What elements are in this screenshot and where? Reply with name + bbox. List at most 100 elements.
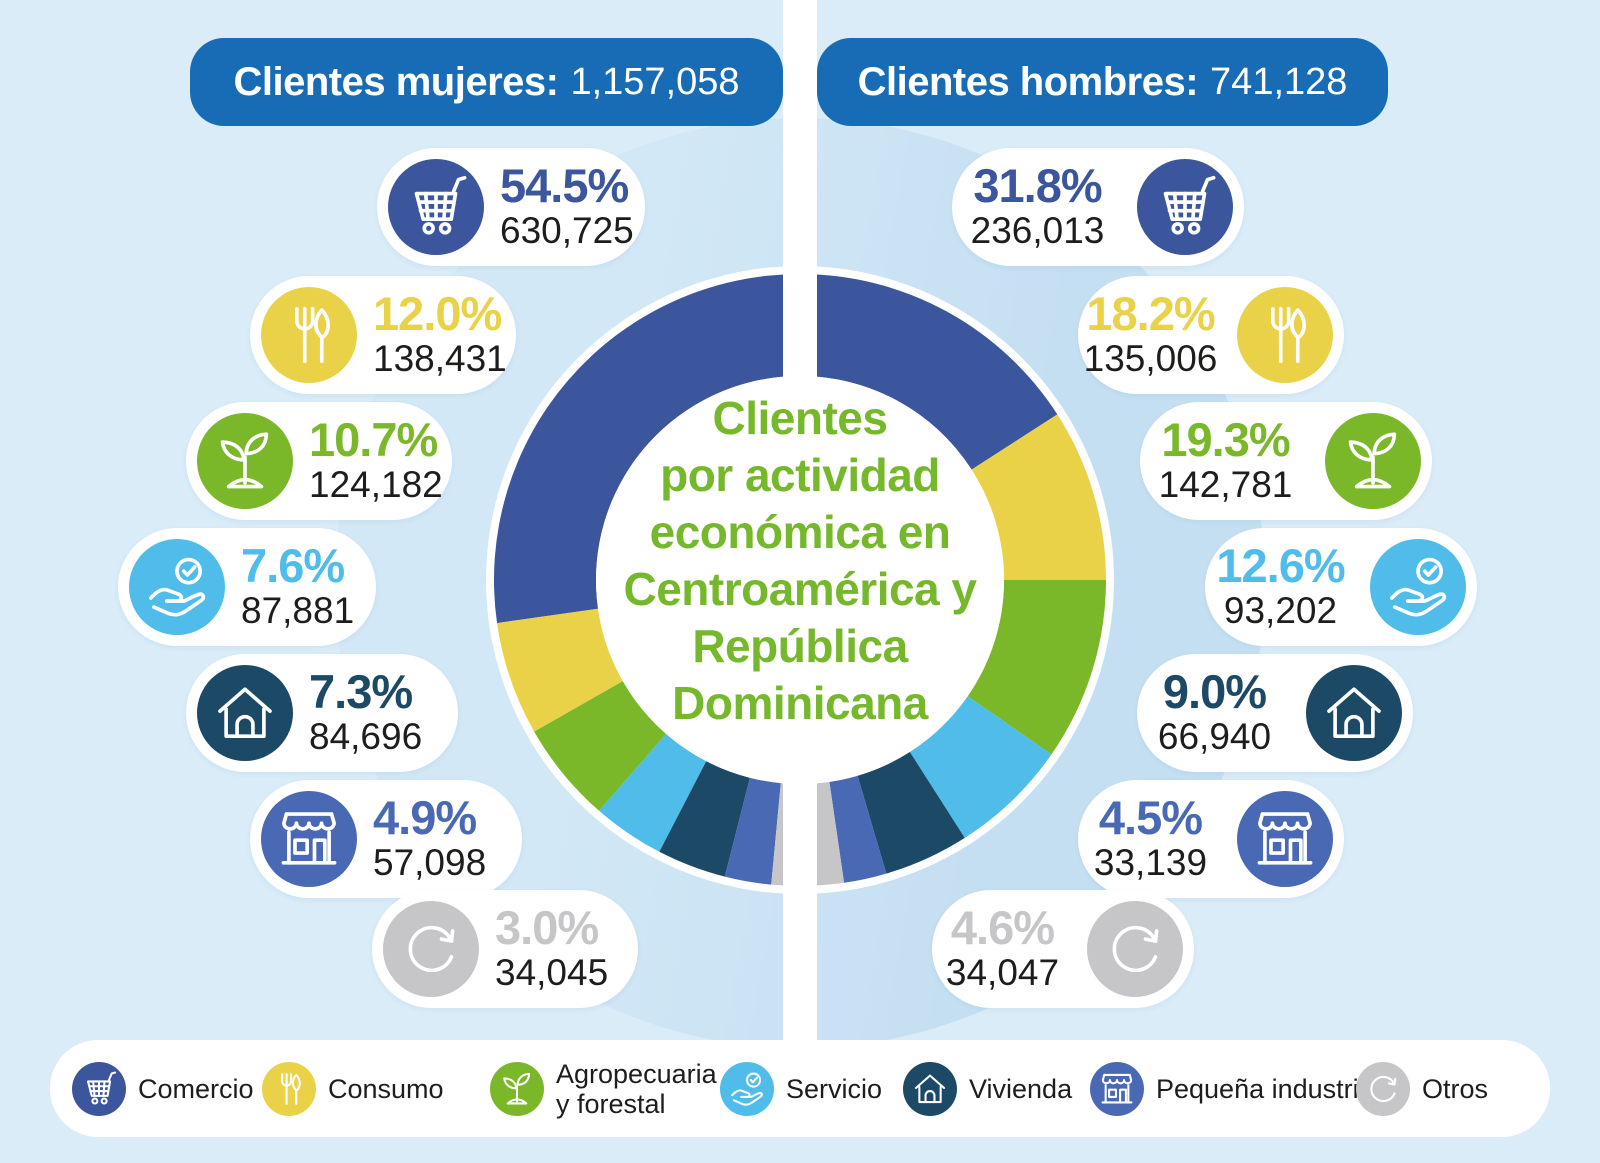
stat-text: 31.8% 236,013 bbox=[952, 162, 1123, 252]
stat-count: 124,182 bbox=[309, 464, 443, 505]
stat-pill-otros: 4.6% 34,047 bbox=[932, 890, 1194, 1008]
cart-icon bbox=[1137, 159, 1233, 255]
stat-count: 87,881 bbox=[241, 590, 355, 631]
stat-percentage: 4.6% bbox=[950, 901, 1055, 954]
house-icon bbox=[903, 1061, 957, 1116]
house-icon bbox=[1306, 665, 1402, 761]
stat-count: 93,202 bbox=[1223, 590, 1338, 631]
stat-count: 630,725 bbox=[500, 210, 634, 251]
stat-pill-vivienda: 9.0% 66,940 bbox=[1137, 654, 1413, 772]
stat-pill-agropecuaria-y-forestal: 10.7% 124,182 bbox=[186, 402, 452, 520]
stat-text: 54.5% 630,725 bbox=[500, 162, 645, 252]
stat-text: 18.2% 135,006 bbox=[1078, 290, 1223, 380]
refresh-icon bbox=[1356, 1061, 1410, 1116]
stat-percentage: 7.6% bbox=[241, 539, 345, 592]
stat-pill-peque-a-industria: 4.9% 57,098 bbox=[250, 780, 522, 898]
store-icon bbox=[261, 791, 357, 887]
legend-item: Consumo bbox=[262, 1040, 444, 1137]
stat-percentage: 31.8% bbox=[973, 159, 1102, 212]
header-women: Clientes mujeres: 1,157,058 bbox=[190, 38, 783, 126]
stat-pill-servicio: 7.6% 87,881 bbox=[118, 528, 376, 646]
center-divider bbox=[783, 0, 817, 1040]
refresh-icon bbox=[1087, 901, 1183, 997]
store-icon bbox=[1090, 1061, 1144, 1116]
legend-item: Vivienda bbox=[903, 1040, 1072, 1137]
stat-pill-servicio: 12.6% 93,202 bbox=[1205, 528, 1477, 646]
stat-text: 12.6% 93,202 bbox=[1205, 542, 1356, 632]
stat-pill-comercio: 54.5% 630,725 bbox=[377, 148, 645, 266]
stat-percentage: 18.2% bbox=[1086, 287, 1215, 340]
legend-label: Agropecuaria y forestal bbox=[556, 1058, 717, 1119]
legend-label: Servicio bbox=[786, 1073, 883, 1104]
stat-pill-vivienda: 7.3% 84,696 bbox=[186, 654, 458, 772]
stat-percentage: 4.5% bbox=[1098, 791, 1203, 844]
cutlery-icon bbox=[262, 1061, 316, 1116]
stat-percentage: 4.9% bbox=[373, 791, 477, 844]
legend-item: Servicio bbox=[720, 1040, 882, 1137]
stat-percentage: 19.3% bbox=[1161, 413, 1290, 466]
stat-percentage: 3.0% bbox=[495, 901, 599, 954]
stat-percentage: 12.6% bbox=[1216, 539, 1345, 592]
header-men-label: Clientes hombres: bbox=[857, 59, 1199, 104]
stat-percentage: 10.7% bbox=[309, 413, 438, 466]
stat-pill-consumo: 18.2% 135,006 bbox=[1078, 276, 1344, 394]
hand-check-icon bbox=[720, 1061, 774, 1116]
plant-icon bbox=[1325, 413, 1421, 509]
stat-text: 3.0% 34,045 bbox=[495, 904, 638, 994]
header-women-value: 1,157,058 bbox=[570, 60, 740, 103]
legend-label: Vivienda bbox=[969, 1073, 1073, 1104]
donut-title: Clientes por actividad económica en Centroa… bbox=[623, 392, 978, 729]
cart-icon bbox=[72, 1061, 126, 1116]
stat-percentage: 12.0% bbox=[373, 287, 502, 340]
stat-text: 4.9% 57,098 bbox=[373, 794, 522, 884]
cart-icon bbox=[388, 159, 484, 255]
plant-icon bbox=[197, 413, 293, 509]
stat-pill-peque-a-industria: 4.5% 33,139 bbox=[1078, 780, 1344, 898]
stat-text: 7.6% 87,881 bbox=[241, 542, 376, 632]
stat-pill-comercio: 31.8% 236,013 bbox=[952, 148, 1244, 266]
stat-count: 57,098 bbox=[373, 842, 487, 883]
stat-percentage: 54.5% bbox=[500, 159, 629, 212]
hand-check-icon bbox=[129, 539, 225, 635]
plant-icon bbox=[490, 1061, 544, 1116]
stat-pill-otros: 3.0% 34,045 bbox=[372, 890, 638, 1008]
legend-label: Otros bbox=[1422, 1073, 1489, 1104]
stat-percentage: 7.3% bbox=[309, 665, 413, 718]
stat-count: 84,696 bbox=[309, 716, 423, 757]
legend-item: Otros bbox=[1356, 1040, 1488, 1137]
legend-label: Pequeña industria bbox=[1156, 1073, 1374, 1104]
header-women-label: Clientes mujeres: bbox=[233, 59, 559, 104]
stat-count: 135,006 bbox=[1083, 338, 1218, 379]
hand-check-icon bbox=[1370, 539, 1466, 635]
cutlery-icon bbox=[261, 287, 357, 383]
stat-text: 4.5% 33,139 bbox=[1078, 794, 1223, 884]
stat-text: 12.0% 138,431 bbox=[373, 290, 516, 380]
stat-pill-agropecuaria-y-forestal: 19.3% 142,781 bbox=[1140, 402, 1432, 520]
stat-count: 34,045 bbox=[495, 952, 609, 993]
store-icon bbox=[1237, 791, 1333, 887]
refresh-icon bbox=[383, 901, 479, 997]
stat-pill-consumo: 12.0% 138,431 bbox=[250, 276, 516, 394]
stat-count: 33,139 bbox=[1093, 842, 1208, 883]
legend-item: Pequeña industria bbox=[1090, 1040, 1374, 1137]
stat-percentage: 9.0% bbox=[1162, 665, 1267, 718]
legend-item: Agropecuaria y forestal bbox=[490, 1040, 717, 1137]
stat-count: 34,047 bbox=[945, 952, 1060, 993]
header-men: Clientes hombres: 741,128 bbox=[817, 38, 1388, 126]
stat-text: 10.7% 124,182 bbox=[309, 416, 452, 506]
legend-item: Comercio bbox=[72, 1040, 254, 1137]
stat-count: 66,940 bbox=[1157, 716, 1272, 757]
stat-count: 236,013 bbox=[970, 210, 1105, 251]
house-icon bbox=[197, 665, 293, 761]
stat-count: 138,431 bbox=[373, 338, 507, 379]
stat-text: 9.0% 66,940 bbox=[1137, 668, 1292, 758]
legend-label: Consumo bbox=[328, 1073, 444, 1104]
stat-text: 19.3% 142,781 bbox=[1140, 416, 1311, 506]
cutlery-icon bbox=[1237, 287, 1333, 383]
header-men-value: 741,128 bbox=[1210, 60, 1348, 103]
stat-text: 4.6% 34,047 bbox=[932, 904, 1073, 994]
legend-label: Comercio bbox=[138, 1073, 254, 1104]
stat-text: 7.3% 84,696 bbox=[309, 668, 458, 758]
stat-count: 142,781 bbox=[1158, 464, 1293, 505]
